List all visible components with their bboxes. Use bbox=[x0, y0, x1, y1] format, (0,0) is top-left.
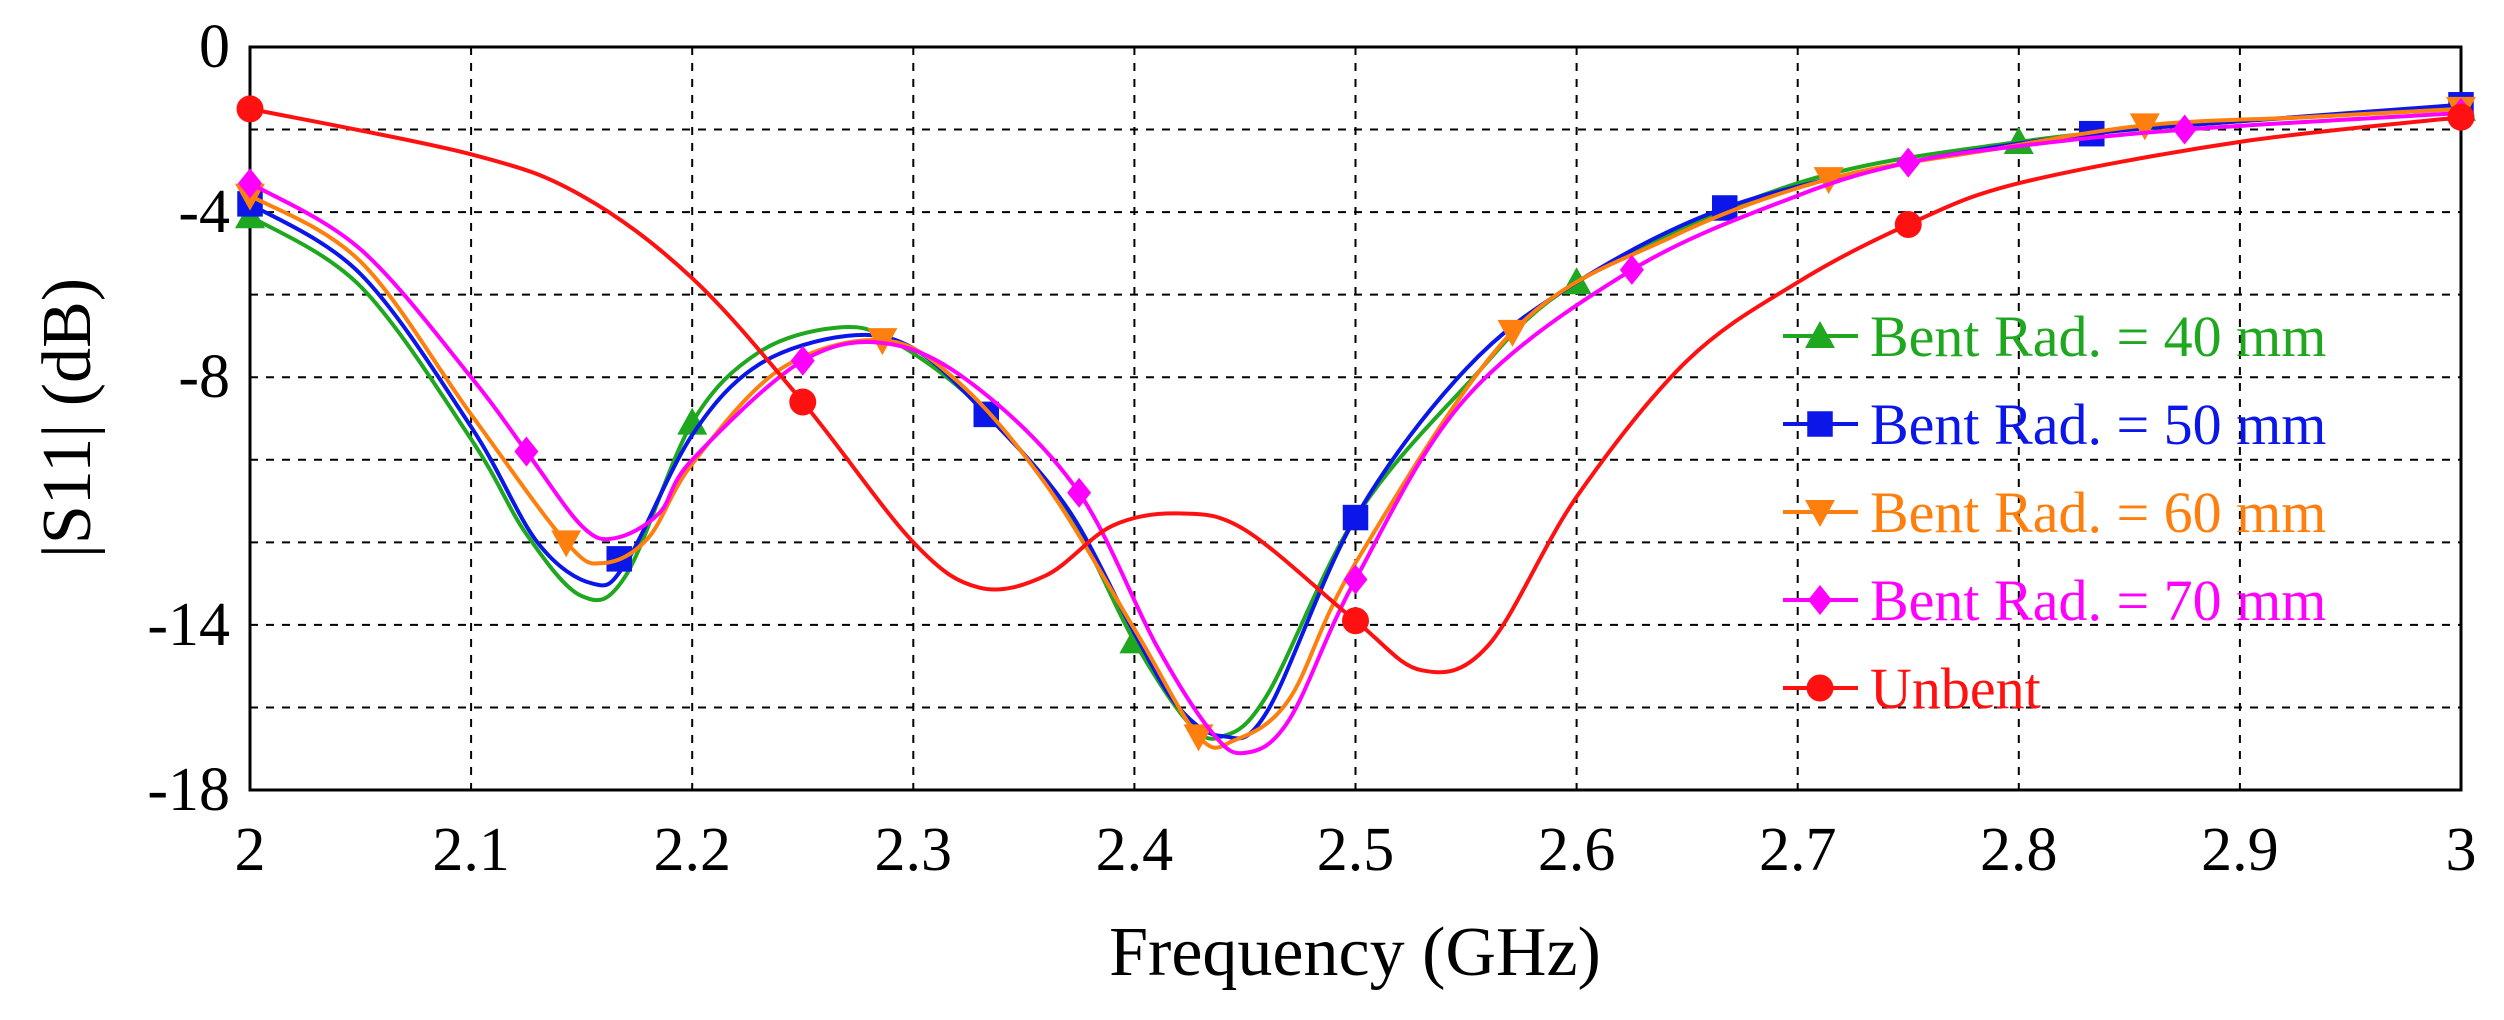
data-point bbox=[1813, 167, 1844, 195]
y-tick-label: -14 bbox=[147, 591, 230, 659]
y-tick-label: -4 bbox=[178, 178, 230, 246]
x-tick-labels: 2 2.1 2.2 2.3 2.4 2.5 2.6 2.7 2.8 2.9 3 bbox=[235, 816, 2477, 884]
x-axis-title: Frequency (GHz) bbox=[1109, 914, 1601, 991]
legend-item-4: Bent Rad. = 70 mm bbox=[1783, 568, 2326, 633]
legend-item-1: Bent Rad. = 40 mm bbox=[1783, 304, 2326, 369]
legend-label: Bent Rad. = 60 mm bbox=[1870, 480, 2326, 545]
y-tick-label: -18 bbox=[147, 756, 230, 824]
series-line bbox=[248, 106, 2463, 741]
legend-label: Bent Rad. = 70 mm bbox=[1870, 568, 2326, 633]
y-tick-labels: 0 -4 -8 -14 -18 bbox=[147, 13, 230, 824]
legend-item-3: Bent Rad. = 60 mm bbox=[1783, 480, 2326, 545]
x-tick-label: 2.4 bbox=[1096, 816, 1174, 884]
legend-item-5: Unbent bbox=[1783, 656, 2041, 721]
data-point bbox=[1619, 254, 1644, 285]
legend-label: Bent Rad. = 50 mm bbox=[1870, 392, 2326, 457]
y-tick-label: -8 bbox=[178, 343, 230, 411]
x-tick-label: 2.7 bbox=[1759, 816, 1837, 884]
y-axis-title: |S11| (dB) bbox=[29, 278, 106, 558]
data-point bbox=[1343, 564, 1368, 595]
data-point bbox=[1342, 607, 1369, 635]
data-point bbox=[2447, 103, 2475, 131]
legend: Bent Rad. = 40 mm Bent Rad. = 50 mm Bent R… bbox=[1783, 304, 2326, 721]
data-point bbox=[973, 401, 1000, 428]
data-point bbox=[677, 407, 708, 435]
data-point bbox=[1497, 319, 1528, 347]
data-point bbox=[2172, 114, 2197, 145]
data-point bbox=[789, 388, 817, 416]
data-point bbox=[1067, 477, 1092, 508]
data-point bbox=[2129, 113, 2160, 141]
data-point bbox=[1342, 504, 1369, 531]
x-tick-label: 2.1 bbox=[432, 816, 510, 884]
x-tick-label: 3 bbox=[2446, 816, 2477, 884]
data-point bbox=[790, 345, 815, 376]
legend-label: Unbent bbox=[1870, 656, 2041, 721]
legend-item-2: Bent Rad. = 50 mm bbox=[1783, 392, 2326, 457]
x-tick-label: 2.8 bbox=[1980, 816, 2058, 884]
x-tick-label: 2.5 bbox=[1317, 816, 1395, 884]
plot-frame bbox=[248, 45, 2463, 792]
legend-label: Bent Rad. = 40 mm bbox=[1870, 304, 2326, 369]
x-tick-label: 2.6 bbox=[1538, 816, 1616, 884]
data-point bbox=[1805, 321, 1835, 348]
data-point bbox=[238, 168, 262, 199]
series-layer bbox=[235, 92, 2476, 756]
data-point bbox=[1808, 585, 1832, 615]
series-5 bbox=[236, 95, 2475, 675]
data-point bbox=[1805, 500, 1835, 527]
data-point bbox=[1894, 210, 1922, 238]
data-point bbox=[1896, 147, 1921, 178]
x-tick-label: 2 bbox=[235, 816, 266, 884]
grid-lines bbox=[250, 47, 2461, 790]
data-point bbox=[1183, 724, 1214, 752]
data-point bbox=[1807, 411, 1833, 437]
x-tick-label: 2.3 bbox=[875, 816, 953, 884]
data-point bbox=[551, 530, 582, 558]
data-point bbox=[514, 436, 539, 467]
x-tick-label: 2.9 bbox=[2201, 816, 2279, 884]
x-tick-label: 2.2 bbox=[653, 816, 731, 884]
data-point bbox=[236, 95, 264, 123]
data-point bbox=[1806, 674, 1834, 702]
y-tick-label: 0 bbox=[199, 13, 230, 81]
series-line bbox=[248, 111, 2463, 756]
